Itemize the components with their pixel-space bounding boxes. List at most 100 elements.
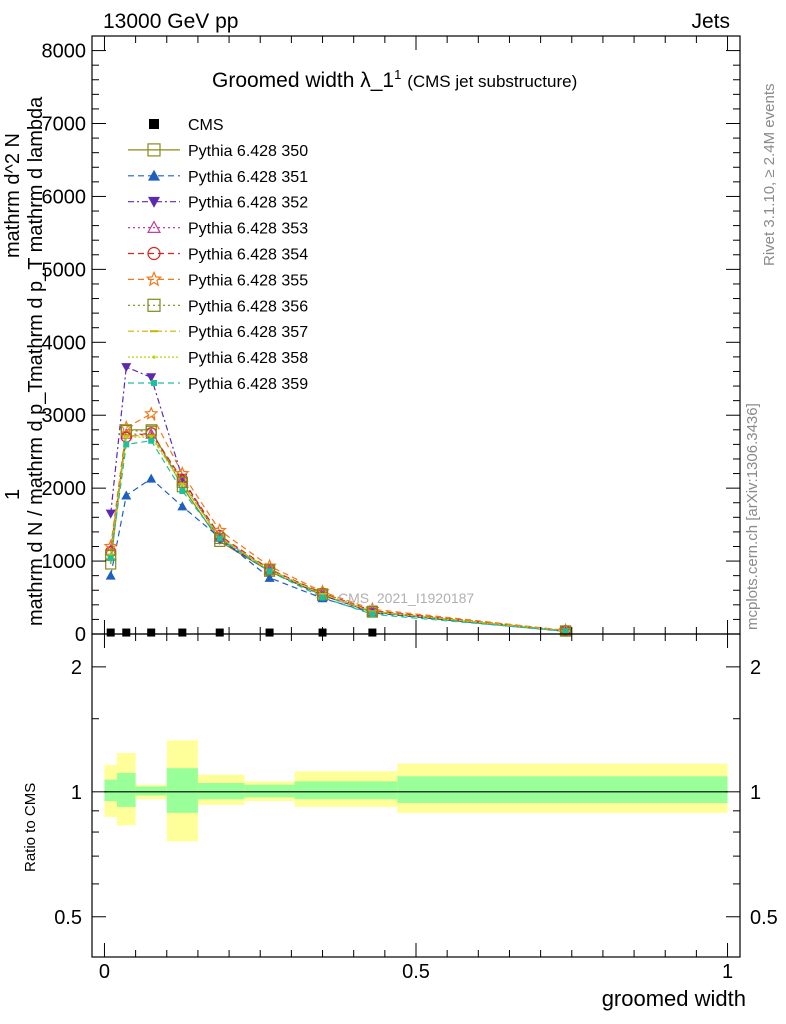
ratio-band-green-1: [116, 773, 136, 807]
legend-label-1: Pythia 6.428 350: [188, 143, 308, 160]
legend-marker-3: [148, 196, 160, 208]
y-tick-label-7: 7000: [42, 114, 87, 136]
series-3-point-2: [146, 373, 157, 383]
ratio-plot-frame: [91, 633, 741, 958]
legend-label-2: Pythia 6.428 351: [188, 169, 308, 186]
ratio-y-tick-label-0: 0.5: [54, 907, 82, 929]
y-axis-label-den2: mathrm d p_T mathrm d lambda: [25, 96, 47, 382]
series-3-point-1: [121, 363, 132, 373]
x-tick-label-2: 1: [722, 961, 733, 983]
x-axis-label: groomed width: [601, 986, 746, 1011]
legend-marker-7: [147, 298, 161, 312]
legend-label-9: Pythia 6.428 358: [188, 350, 308, 367]
ratio-band-green-6: [294, 781, 398, 800]
series-2-point-3: [177, 501, 188, 511]
ratio-y-axis-label: Ratio to CMS: [22, 782, 39, 872]
rivet-version-label: Rivet 3.1.10, ≥ 2.4M events: [761, 83, 778, 267]
legend-label-6: Pythia 6.428 355: [188, 272, 308, 289]
series-0-point-0: [106, 628, 115, 637]
series-6-point-3: [175, 466, 190, 480]
series-7-point-4: [214, 532, 226, 545]
series-10-point-7: [369, 611, 376, 618]
plot-title: Groomed width λ_11 (CMS jet substructure…: [212, 67, 577, 93]
y-tick-label-3: 3000: [42, 405, 87, 427]
legend-label-8: Pythia 6.428 357: [188, 324, 308, 341]
y-axis-label-den1: mathrm d N / mathrm d p_T: [25, 380, 47, 626]
ratio-y-tick-label-1: 1: [71, 782, 82, 804]
series-10-point-5: [266, 568, 273, 575]
series-7-point-3: [176, 476, 188, 488]
y-axis-label-num1: 1: [2, 488, 24, 500]
ratio-band-green-7: [397, 776, 728, 803]
header-energy-label: 13000 GeV pp: [103, 10, 239, 33]
legend-label-3: Pythia 6.428 352: [188, 195, 308, 212]
ratio-y-tick-label-right-2: 2: [750, 657, 761, 679]
series-0-point-7: [368, 628, 377, 637]
series-0-point-4: [215, 628, 224, 637]
series-10-point-3: [179, 488, 186, 495]
legend-label-0: CMS: [188, 117, 224, 134]
y-tick-label-2: 2000: [42, 478, 87, 500]
legend-label-4: Pythia 6.428 353: [188, 221, 308, 238]
y-tick-label-8: 8000: [42, 41, 87, 63]
watermark: CMS_2021_I1920187: [338, 590, 475, 606]
series-3-point-0: [105, 509, 116, 519]
y-tick-label-0: 0: [75, 624, 86, 646]
y-tick-label-5: 5000: [42, 259, 87, 281]
ratio-y-tick-label-right-0: 0.5: [750, 907, 778, 929]
series-10-point-8: [562, 628, 569, 635]
series-line-9: [110, 436, 566, 632]
ratio-band-green-2: [135, 786, 167, 796]
ratio-band-green-3: [166, 768, 198, 813]
legend-marker-9: [152, 355, 156, 359]
series-0-point-5: [265, 628, 274, 637]
x-tick-label-1: 0.5: [402, 961, 430, 983]
series-0-point-2: [147, 628, 156, 637]
y-axis-label-num2: mathrm d^2 N: [2, 133, 24, 258]
series-10-point-1: [123, 441, 130, 448]
ratio-y-tick-label-right-1: 1: [750, 782, 761, 804]
series-6-point-0: [103, 538, 118, 553]
legend-label-5: Pythia 6.428 354: [188, 247, 308, 264]
plot-subtitle: (CMS jet substructure): [407, 72, 578, 91]
y-tick-label-1: 1000: [42, 551, 87, 573]
legend-label-10: Pythia 6.428 359: [188, 376, 308, 393]
plot-title-sup: 1: [394, 67, 402, 82]
legend-marker-4: [146, 220, 162, 233]
legend-marker-1: [147, 143, 161, 157]
x-tick-label-0: 0: [99, 961, 110, 983]
series-10-point-6: [319, 594, 326, 601]
legend-marker-2: [148, 169, 160, 181]
header-process-label: Jets: [691, 10, 730, 33]
ratio-y-tick-label-2: 2: [71, 657, 82, 679]
plot-title-text: Groomed width: [212, 69, 355, 92]
series-10-point-0: [107, 555, 114, 562]
series-7-point-8: [559, 625, 572, 637]
series-9-point-1: [124, 435, 128, 439]
y-tick-label-6: 6000: [42, 186, 87, 208]
legend-marker-10: [151, 380, 157, 386]
series-line-10: [110, 440, 566, 632]
series-9-point-3: [180, 482, 184, 487]
series-10-point-4: [216, 535, 223, 542]
series-line-2: [110, 477, 566, 632]
legend-marker-5: [147, 246, 161, 261]
series-2-point-1: [121, 490, 132, 500]
legend-marker-6: [145, 270, 163, 287]
series-2-point-2: [146, 473, 157, 483]
series-2-point-0: [105, 570, 116, 580]
ratio-band-green-4: [197, 783, 245, 800]
series-10-point-2: [148, 437, 155, 444]
ratio-band-green-5: [244, 784, 295, 798]
series-7-point-5: [263, 564, 276, 576]
ratio-band-green-0: [104, 779, 117, 802]
legend-marker-0: [149, 119, 159, 129]
legend-label-7: Pythia 6.428 356: [188, 298, 308, 315]
mcplots-label: mcplots.cern.ch [arXiv:1306.3436]: [744, 403, 761, 630]
y-tick-label-4: 4000: [42, 332, 87, 354]
plot-title-symbol: λ_1: [360, 69, 395, 92]
series-0-point-3: [178, 628, 187, 637]
series-0-point-1: [122, 628, 131, 637]
series-6-point-2: [144, 406, 159, 420]
